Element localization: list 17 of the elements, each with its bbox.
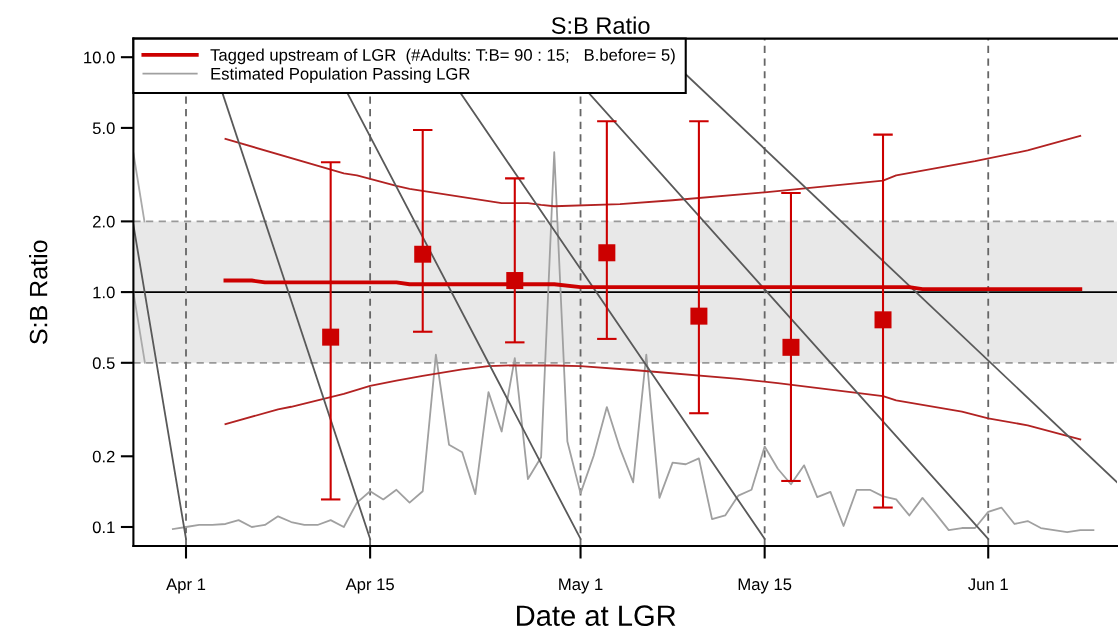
legend-label: Estimated Population Passing LGR (211, 67, 470, 84)
x-tick-label: May 1 (559, 578, 603, 594)
y-tick-label: 10.0 (84, 51, 115, 64)
chart-title: S:B Ratio (551, 16, 650, 34)
x-tick-label: Apr 15 (345, 578, 394, 594)
x-tick-label: May 15 (738, 578, 792, 594)
x-axis-title: Date at LGR (517, 605, 676, 627)
x-tick-label: Apr 1 (166, 578, 206, 594)
y-axis-title: S:B Ratio (29, 240, 48, 344)
legend-label: Tagged upstream of LGR (#Adults: T:B= 90 : 15; B.before= 5) (210, 48, 675, 65)
y-tick-label: 0.5 (92, 357, 115, 370)
x-tick-label: Jun 1 (968, 578, 1008, 591)
y-tick-label: 0.1 (92, 521, 115, 534)
y-tick-label: 2.0 (93, 215, 115, 228)
y-tick-label: 5.0 (92, 122, 115, 135)
y-tick-label: 0.2 (92, 450, 115, 463)
y-tick-label: 1.0 (93, 286, 115, 299)
